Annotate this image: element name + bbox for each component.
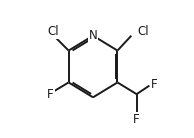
Text: F: F xyxy=(150,78,157,91)
Text: F: F xyxy=(133,113,140,126)
Text: F: F xyxy=(47,88,54,101)
Text: N: N xyxy=(89,29,97,42)
Text: Cl: Cl xyxy=(138,25,149,38)
Text: Cl: Cl xyxy=(47,25,59,38)
